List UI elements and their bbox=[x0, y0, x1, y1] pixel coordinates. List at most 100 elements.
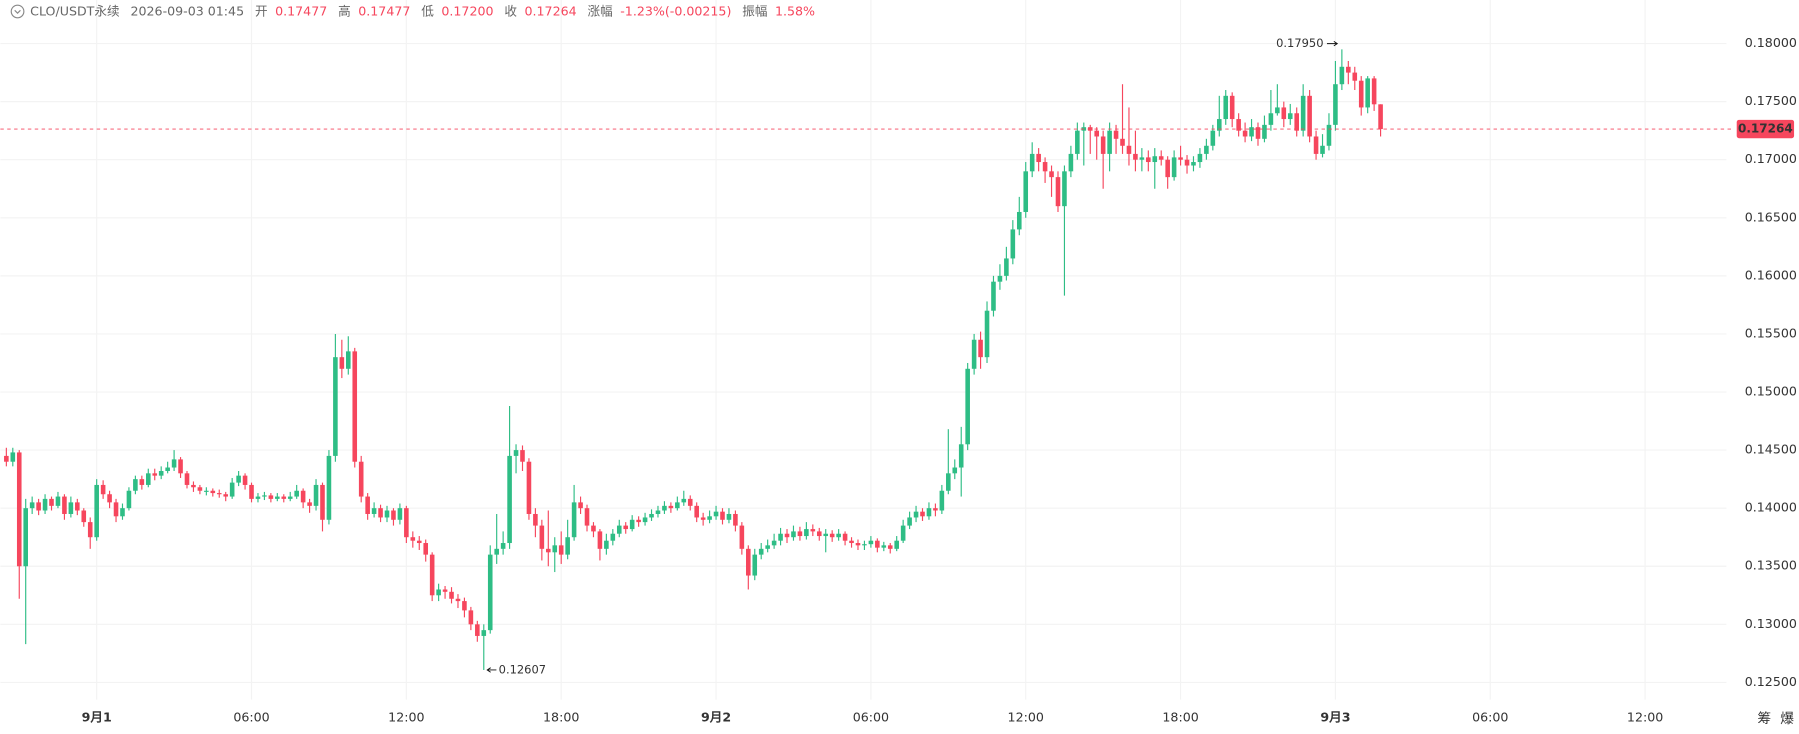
candle-body bbox=[991, 281, 996, 311]
candle-body bbox=[449, 591, 454, 599]
high-arrow bbox=[1326, 40, 1339, 47]
x-tick-label: 06:00 bbox=[1472, 709, 1508, 724]
candle-body bbox=[1197, 153, 1203, 163]
candle-body bbox=[436, 589, 441, 596]
candle-body bbox=[1068, 153, 1074, 172]
candle-body bbox=[746, 548, 751, 576]
candle-body bbox=[675, 502, 680, 509]
candle-body bbox=[1216, 119, 1222, 131]
candle-body bbox=[1107, 130, 1112, 154]
candle-body bbox=[275, 496, 280, 499]
candle-body bbox=[1333, 84, 1338, 125]
candle-body bbox=[320, 484, 325, 520]
high-label: 0.17950 bbox=[1276, 36, 1323, 50]
candle-body bbox=[1326, 124, 1332, 146]
candle-body bbox=[784, 533, 790, 538]
candle-body bbox=[507, 455, 512, 544]
candle-body bbox=[1229, 95, 1235, 120]
candle-body bbox=[539, 525, 545, 549]
candle-body bbox=[55, 496, 61, 506]
candle-body bbox=[636, 519, 641, 523]
y-tick-label: 0.13000 bbox=[1745, 616, 1797, 631]
candle-body bbox=[520, 450, 525, 462]
candle-body bbox=[829, 533, 835, 538]
candle-body bbox=[1281, 107, 1287, 120]
candle-body bbox=[94, 484, 99, 538]
candle-body bbox=[462, 601, 467, 611]
corner-button[interactable]: 爆 bbox=[1780, 711, 1794, 727]
candle-body bbox=[42, 498, 48, 511]
candle-body bbox=[1062, 171, 1067, 207]
candle-body bbox=[920, 511, 925, 517]
y-tick-label: 0.15000 bbox=[1745, 384, 1797, 399]
y-tick-label: 0.16000 bbox=[1745, 267, 1797, 282]
candle-body bbox=[810, 529, 816, 532]
candle-body bbox=[1146, 157, 1151, 163]
candle-body bbox=[1113, 130, 1119, 139]
candle-body bbox=[216, 493, 222, 495]
label: 高 bbox=[338, 3, 351, 18]
candle-body bbox=[229, 482, 235, 497]
candle-body bbox=[558, 545, 564, 555]
candle-body bbox=[210, 490, 216, 494]
candle-body bbox=[958, 444, 964, 468]
candle-body bbox=[1223, 95, 1229, 120]
candle-body bbox=[849, 540, 854, 544]
candle-body bbox=[604, 540, 609, 549]
candle-body bbox=[416, 540, 422, 544]
candle-body bbox=[1120, 138, 1125, 146]
candle-body bbox=[1004, 258, 1009, 276]
candle-body bbox=[75, 502, 80, 511]
candle-body bbox=[1023, 171, 1029, 212]
candle-body bbox=[1133, 153, 1138, 160]
candle-body bbox=[616, 525, 622, 534]
candle-body bbox=[597, 531, 603, 549]
symbol: CLO/USDT永续 bbox=[30, 3, 120, 18]
candle-body bbox=[391, 510, 396, 520]
candle-body bbox=[926, 508, 932, 517]
candle-body bbox=[287, 496, 293, 499]
label: 低 bbox=[421, 3, 434, 18]
candle-body bbox=[971, 339, 977, 369]
candle-body bbox=[223, 494, 229, 497]
candle-body bbox=[1178, 157, 1183, 160]
candle-body bbox=[526, 461, 532, 514]
candle-body bbox=[1358, 80, 1364, 108]
x-tick-label: 9月3 bbox=[1320, 709, 1350, 724]
candle-body bbox=[397, 508, 403, 520]
corner-button[interactable]: 筹 bbox=[1757, 710, 1771, 727]
candle-body bbox=[1275, 107, 1280, 114]
candle-body bbox=[262, 495, 267, 497]
candle-body bbox=[113, 502, 119, 517]
collapse-chevron bbox=[14, 9, 21, 15]
candle-body bbox=[4, 455, 9, 462]
candle-body bbox=[733, 513, 738, 526]
candle-body bbox=[1242, 130, 1248, 137]
candle-body bbox=[707, 516, 712, 520]
candle-body bbox=[62, 496, 67, 514]
candle-body bbox=[687, 498, 693, 506]
candle-body bbox=[720, 511, 725, 520]
candle-body bbox=[700, 517, 706, 520]
candle-body bbox=[358, 461, 364, 497]
y-tick-label: 0.18000 bbox=[1745, 35, 1797, 50]
last-price-label: 0.17264 bbox=[1738, 122, 1793, 136]
candle-body bbox=[268, 495, 274, 499]
y-tick-label: 0.12500 bbox=[1745, 674, 1797, 689]
collapse-icon[interactable] bbox=[10, 4, 25, 19]
candle-body bbox=[300, 490, 306, 503]
candle-body bbox=[887, 545, 893, 549]
candle-body bbox=[1075, 130, 1080, 154]
candle-body bbox=[371, 508, 377, 514]
candle-body bbox=[307, 502, 312, 506]
candle-body bbox=[946, 473, 951, 491]
candle-body bbox=[378, 508, 383, 518]
candle-body bbox=[1126, 145, 1132, 154]
candle-body bbox=[1171, 157, 1177, 178]
y-tick-label: 0.15500 bbox=[1745, 325, 1797, 340]
x-tick-label: 06:00 bbox=[233, 709, 269, 724]
candle-body bbox=[804, 529, 809, 537]
candle-body bbox=[642, 517, 648, 523]
candle-body bbox=[158, 471, 164, 476]
candle-body bbox=[49, 498, 54, 506]
